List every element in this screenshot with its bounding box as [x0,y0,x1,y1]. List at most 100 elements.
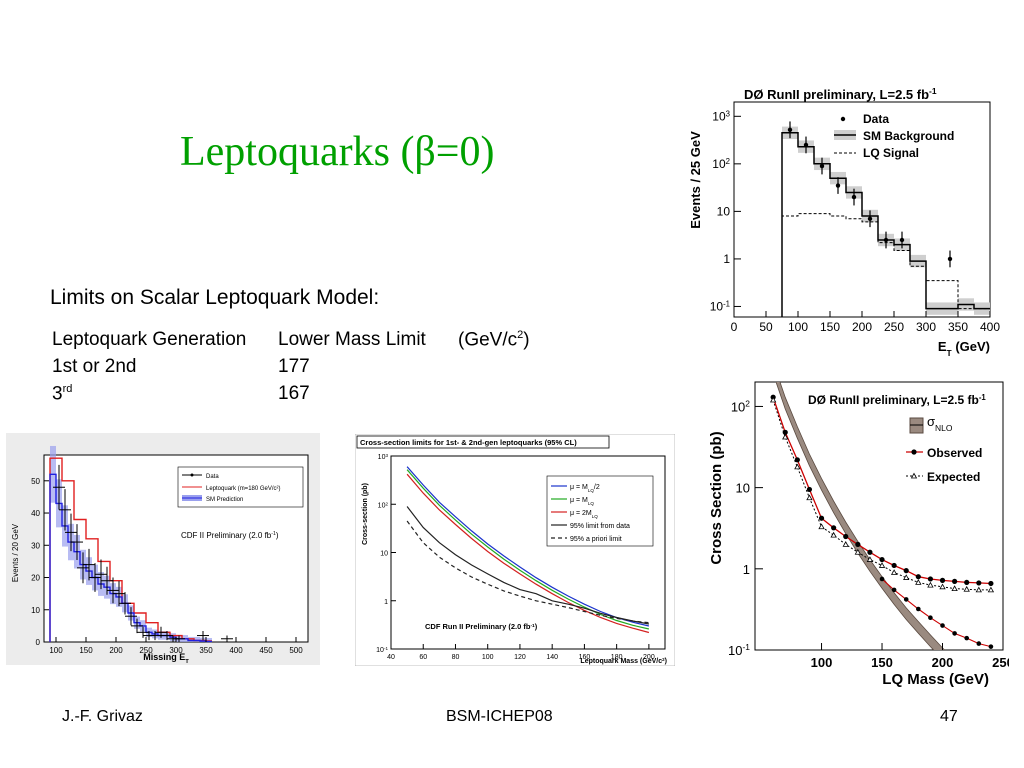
expected-point [987,586,995,593]
x-tick-label: 300 [169,646,183,655]
x-tick-label: 250 [992,655,1009,670]
legend-label: 95% limit from data [570,523,630,530]
expected-point [975,586,982,593]
limits-heading: Limits on Scalar Leptoquark Model: [50,286,380,309]
observed-point [988,580,994,587]
legend-sigma-label: σNLO [927,414,953,433]
expected-point [818,523,825,530]
observed-point [939,577,946,583]
y-tick-label: 102 [378,501,389,510]
y-tick-label: 102 [712,156,730,171]
expected-point [782,433,789,440]
expected-point [769,396,777,403]
y-tick-label: 1 [384,599,388,606]
observed-lower-point [879,576,885,582]
observed-lower-curve [881,578,992,648]
chart-title: DØ RunII preliminary, L=2.5 fb-1 [808,393,986,408]
y-axis-label: Cross Section (pb) [708,431,725,564]
observed-lower-point [976,641,982,646]
data-point [803,142,809,148]
x-tick-label: 100 [49,646,63,655]
x-tick-label: 400 [980,320,1000,334]
x-axis-label: ET (GeV) [938,339,990,358]
mu-equal-curve [406,469,650,630]
data-point [851,194,857,200]
legend-marker-data [840,116,846,122]
data-point [819,163,825,169]
footer-author: J.-F. Grivaz [62,708,143,725]
legend-marker-expected [910,472,918,479]
observed-point [855,541,861,547]
x-tick-label: 50 [759,320,773,334]
legend-data-label: Data [206,474,219,480]
expected-point [951,585,958,592]
x-tick-label: 500 [289,646,303,655]
apriori-limit-curve [406,520,649,624]
y-tick-label: 40 [31,509,40,518]
y-tick-label: 1 [743,562,750,577]
x-tick-label: 100 [788,320,808,334]
observed-lower-point [988,644,994,649]
legend-data-label: Data [863,112,889,126]
mu-half-curve [406,466,650,627]
legend-marker-observed [911,449,917,455]
x-tick-label: 180 [611,654,623,661]
y-tick-label: 0 [36,638,41,647]
chart-title: CDF II Preliminary (2.0 fb-1) [181,531,279,540]
y-tick-label: 50 [31,477,40,486]
data-point [899,237,905,243]
legend-label: μ = MLQ/2 [570,484,600,493]
x-tick-label: 150 [871,655,893,670]
observed-point [818,515,825,521]
header-unit: (GeV/c2) [458,329,530,351]
y-tick-label: 10 [31,606,40,615]
chart-header: Cross-section limits for 1st- & 2nd-gen … [360,438,577,447]
header-lower-mass-limit: Lower Mass Limit [278,329,426,350]
data-point [867,216,873,221]
x-axis-label: Leptoquark Mass (GeV/c2) [580,657,667,666]
legend-lq-label: LQ Signal [863,146,919,160]
observed-point [903,568,909,574]
x-tick-label: 160 [579,654,591,661]
y-tick-label: 103 [378,453,389,462]
legend-label: μ = MLQ [570,497,594,506]
observed-lower-point [952,631,957,636]
row-limit-1: 177 [278,356,310,377]
x-tick-label: 200 [643,654,655,661]
y-tick-label: 102 [731,398,750,414]
observed-point [952,578,958,584]
cdf-met-chart: 100 150 200 250 300 350 400 450 500 0 10 20 30 40 50 Mi… [6,433,320,665]
header-box [356,435,610,449]
y-tick-label: 20 [31,574,40,583]
legend-observed-label: Observed [927,446,982,460]
observed-lower-point [964,635,970,641]
expected-point [866,556,874,562]
footer-page-number: 47 [940,708,958,725]
observed-limit-curve [406,506,650,625]
observed-point [879,556,885,563]
observed-point [964,579,970,586]
x-tick-label: 40 [387,654,395,661]
x-tick-label: 150 [820,320,840,334]
expected-point [927,581,934,588]
x-tick-label: 100 [482,654,494,661]
data-point [947,256,953,262]
x-tick-label: 350 [948,320,968,334]
cdf-xsec-chart: Cross-section limits for 1st- & 2nd-gen … [355,434,675,666]
y-tick-label: 10-1 [376,646,388,655]
x-tick-label: 400 [229,646,243,655]
legend-marker-data [190,473,194,477]
x-tick-label: 100 [811,655,833,670]
y-tick-label: 103 [712,109,730,124]
observed-point [831,525,837,531]
y-tick-label: 10 [380,551,388,558]
chart-annotation: CDF Run II Preliminary (2.0 fb-1) [425,622,538,631]
x-tick-label: 60 [419,654,427,661]
row-limit-2: 167 [278,383,310,404]
x-tick-label: 450 [259,646,273,655]
data-point [883,237,889,243]
expected-point [878,562,886,568]
expected-point [830,531,837,538]
observed-lower-point [916,606,921,612]
legend-label: 95% a priori limit [570,536,622,543]
